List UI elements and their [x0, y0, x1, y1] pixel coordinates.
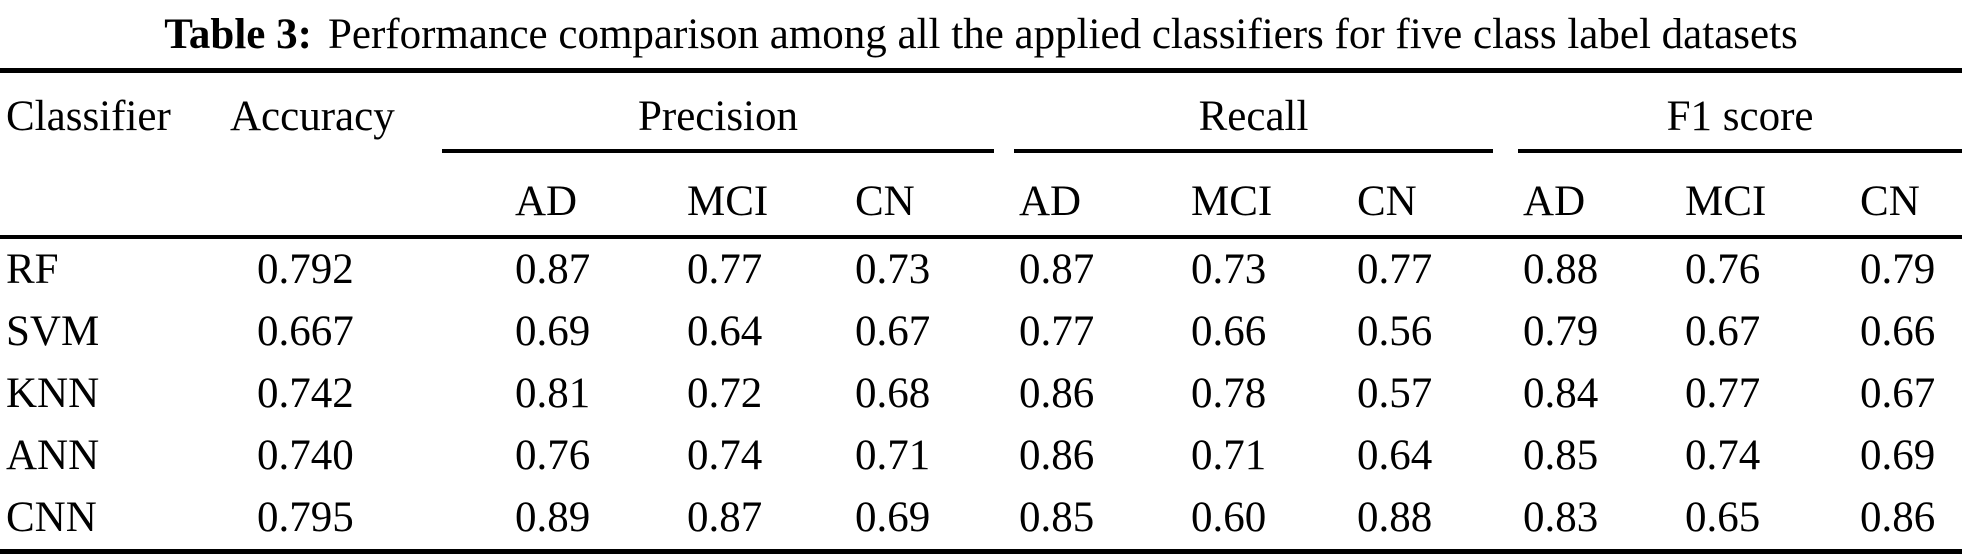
cell-recall-mci: 0.73	[1186, 235, 1352, 301]
cell-accuracy: 0.795	[257, 494, 354, 541]
cell-f1-mci: 0.65	[1685, 494, 1761, 541]
cell-recall-cn: 0.77	[1352, 235, 1519, 301]
cell-recall-ad: 0.87	[1014, 235, 1186, 301]
subheader-f1-ad: AD	[1523, 178, 1586, 225]
cell-recall-cn: 0.64	[1357, 432, 1433, 479]
cell-f1-mci: 0.67	[1685, 308, 1761, 355]
subheader-recall-cn: CN	[1357, 178, 1417, 225]
cell-classifier: SVM	[6, 308, 100, 355]
table-caption: Table 3: Performance comparison among al…	[0, 0, 1962, 68]
group-header-precision: Precision	[442, 71, 1014, 153]
caption-text: Performance comparison among all the app…	[327, 10, 1798, 58]
cell-f1-ad: 0.85	[1523, 432, 1599, 479]
group-header-f1-label: F1 score	[1518, 73, 1962, 153]
column-header-accuracy: Accuracy	[230, 93, 395, 140]
group-header-recall-label: Recall	[1014, 73, 1494, 153]
table-row-rf: RF 0.792 0.87 0.77 0.73 0.87 0.73 0.77 0…	[0, 235, 1962, 301]
cell-f1-ad: 0.84	[1523, 370, 1599, 417]
table-row-cnn: CNN 0.795 0.89 0.87 0.69 0.85 0.60 0.88 …	[0, 487, 1962, 552]
cell-precision-mci: 0.74	[687, 432, 763, 479]
cell-precision-mci: 0.72	[687, 370, 763, 417]
cell-precision-ad: 0.81	[515, 370, 591, 417]
group-header-f1: F1 score	[1518, 71, 1962, 153]
cell-f1-ad: 0.79	[1523, 308, 1599, 355]
subheader-precision-ad: AD	[515, 178, 578, 225]
cell-f1-cn: 0.86	[1860, 494, 1936, 541]
group-header-precision-label: Precision	[442, 73, 994, 153]
cell-recall-mci: 0.60	[1191, 494, 1267, 541]
table-row-ann: ANN 0.740 0.76 0.74 0.71 0.86 0.71 0.64 …	[0, 425, 1962, 487]
cell-accuracy: 0.740	[257, 432, 354, 479]
cell-recall-cn: 0.56	[1357, 308, 1433, 355]
cell-accuracy: 0.792	[225, 235, 442, 301]
cell-precision-cn: 0.67	[855, 308, 931, 355]
caption-label: Table 3:	[164, 10, 312, 58]
column-header-classifier: Classifier	[6, 93, 171, 140]
cell-precision-mci: 0.77	[620, 235, 788, 301]
cell-f1-cn: 0.66	[1860, 308, 1936, 355]
table-row-svm: SVM 0.667 0.69 0.64 0.67 0.77 0.66 0.56 …	[0, 301, 1962, 363]
table-row-knn: KNN 0.742 0.81 0.72 0.68 0.86 0.78 0.57 …	[0, 363, 1962, 425]
cell-precision-ad: 0.69	[515, 308, 591, 355]
cell-precision-ad: 0.89	[515, 494, 591, 541]
cell-precision-ad: 0.87	[442, 235, 620, 301]
performance-table: Classifier Accuracy Precision Recall F1 …	[0, 68, 1962, 554]
cell-classifier: ANN	[6, 432, 100, 479]
cell-precision-cn: 0.71	[855, 432, 931, 479]
subheader-precision-mci: MCI	[687, 178, 769, 225]
cell-f1-mci: 0.74	[1685, 432, 1761, 479]
cell-recall-cn: 0.88	[1357, 494, 1433, 541]
cell-precision-cn: 0.68	[855, 370, 931, 417]
subheader-precision-cn: CN	[855, 178, 915, 225]
group-header-recall: Recall	[1014, 71, 1518, 153]
cell-f1-ad: 0.83	[1523, 494, 1599, 541]
cell-precision-mci: 0.87	[687, 494, 763, 541]
subheader-recall-ad: AD	[1019, 178, 1082, 225]
cell-classifier: KNN	[6, 370, 100, 417]
cell-precision-cn: 0.73	[788, 235, 1014, 301]
cell-precision-cn: 0.69	[855, 494, 931, 541]
cell-recall-mci: 0.78	[1191, 370, 1267, 417]
cell-f1-cn: 0.67	[1860, 370, 1936, 417]
subheader-row: AD MCI CN AD MCI CN AD MCI CN	[0, 153, 1962, 237]
cell-f1-cn: 0.79	[1855, 235, 1962, 301]
subheader-recall-mci: MCI	[1191, 178, 1273, 225]
cell-precision-ad: 0.76	[515, 432, 591, 479]
cell-f1-cn: 0.69	[1860, 432, 1936, 479]
group-header-row: Classifier Accuracy Precision Recall F1 …	[0, 71, 1962, 153]
cell-precision-mci: 0.64	[687, 308, 763, 355]
subheader-f1-cn: CN	[1860, 178, 1920, 225]
cell-recall-mci: 0.66	[1191, 308, 1267, 355]
cell-recall-ad: 0.86	[1019, 370, 1095, 417]
cell-recall-mci: 0.71	[1191, 432, 1267, 479]
cell-recall-cn: 0.57	[1357, 370, 1433, 417]
cell-recall-ad: 0.85	[1019, 494, 1095, 541]
cell-f1-ad: 0.88	[1518, 235, 1681, 301]
cell-classifier: CNN	[6, 494, 97, 541]
cell-accuracy: 0.742	[257, 370, 354, 417]
cell-recall-ad: 0.86	[1019, 432, 1095, 479]
cell-f1-mci: 0.76	[1680, 235, 1856, 301]
cell-recall-ad: 0.77	[1019, 308, 1095, 355]
cell-accuracy: 0.667	[257, 308, 354, 355]
cell-f1-mci: 0.77	[1685, 370, 1761, 417]
subheader-f1-mci: MCI	[1685, 178, 1767, 225]
cell-classifier: RF	[0, 235, 225, 301]
